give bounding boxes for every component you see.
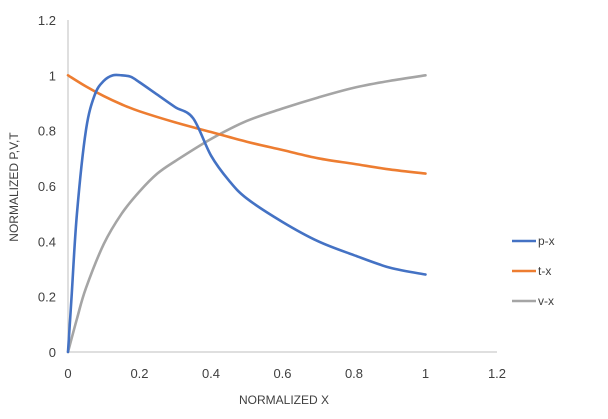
y-tick-label: 0: [49, 345, 56, 360]
x-tick-label: 0.2: [130, 366, 148, 381]
legend-label-v-x: v-x: [538, 294, 554, 308]
x-tick-label: 0.8: [345, 366, 363, 381]
y-tick-label: 1: [49, 68, 56, 83]
legend-label-p-x: p-x: [538, 234, 555, 248]
axes: 0 0.2 0.4 0.6 0.8 1 1.2 0 0.2 0.4 0.6 0.8 1 1.2: [38, 13, 506, 381]
y-axis-title: NORMALIZED P,V,T: [7, 132, 21, 242]
series-line-t-x: [66, 74, 427, 175]
y-tick-label: 0.2: [38, 290, 56, 305]
y-tick-label: 0.8: [38, 124, 56, 139]
series-line-p-x: [66, 73, 427, 354]
x-tick-label: 0.4: [202, 366, 220, 381]
legend-label-t-x: t-x: [538, 264, 551, 278]
series-group: [66, 73, 427, 354]
y-tick-label: 0.4: [38, 234, 56, 249]
series-line-v-x: [66, 74, 427, 354]
y-tick-label: 1.2: [38, 13, 56, 28]
legend: p-x t-x v-x: [512, 234, 555, 308]
x-axis-title: NORMALIZED X: [239, 393, 329, 407]
x-tick-label: 0.6: [273, 366, 291, 381]
x-tick-label: 1: [422, 366, 429, 381]
x-tick-label: 0: [64, 366, 71, 381]
y-tick-label: 0.6: [38, 179, 56, 194]
x-tick-label: 1.2: [488, 366, 506, 381]
